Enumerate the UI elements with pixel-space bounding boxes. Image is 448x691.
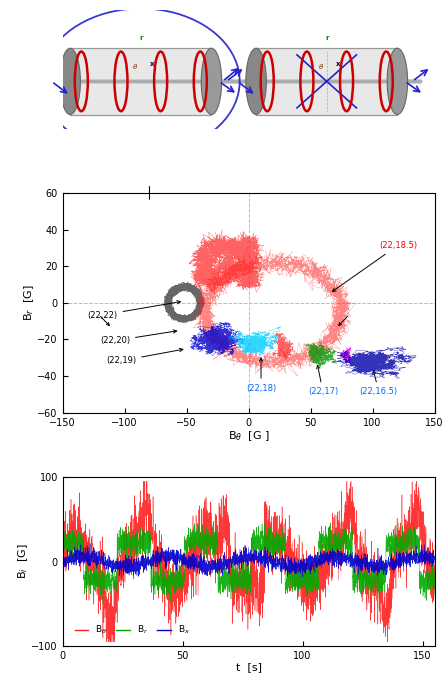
Text: r: r: [139, 35, 142, 41]
Text: (22,20): (22,20): [100, 330, 177, 346]
Ellipse shape: [387, 48, 408, 115]
Text: (22,19): (22,19): [106, 348, 183, 366]
Text: r: r: [325, 35, 328, 41]
Ellipse shape: [60, 48, 80, 115]
Legend: B$_{\theta}$, B$_r$, B$_x$: B$_{\theta}$, B$_r$, B$_x$: [71, 620, 194, 640]
Text: (22,22): (22,22): [87, 301, 181, 319]
X-axis label: t  [s]: t [s]: [236, 663, 262, 672]
Y-axis label: B$_r$  [G]: B$_r$ [G]: [22, 285, 36, 321]
Text: x: x: [336, 61, 340, 67]
Ellipse shape: [201, 48, 222, 115]
X-axis label: B$_{\theta}$  [G ]: B$_{\theta}$ [G ]: [228, 429, 270, 443]
Text: $\theta$: $\theta$: [318, 62, 324, 71]
Bar: [70, 48, 211, 115]
Bar: [256, 48, 397, 115]
Text: (22,17): (22,17): [308, 366, 338, 397]
Text: (22,18.5): (22,18.5): [332, 241, 417, 292]
Text: $\theta$: $\theta$: [132, 62, 138, 71]
Y-axis label: B$_i$  [G]: B$_i$ [G]: [16, 544, 30, 579]
Text: (22,16.5): (22,16.5): [360, 370, 398, 397]
Text: x: x: [150, 61, 154, 67]
Text: (22,18): (22,18): [246, 358, 276, 392]
Ellipse shape: [246, 48, 266, 115]
